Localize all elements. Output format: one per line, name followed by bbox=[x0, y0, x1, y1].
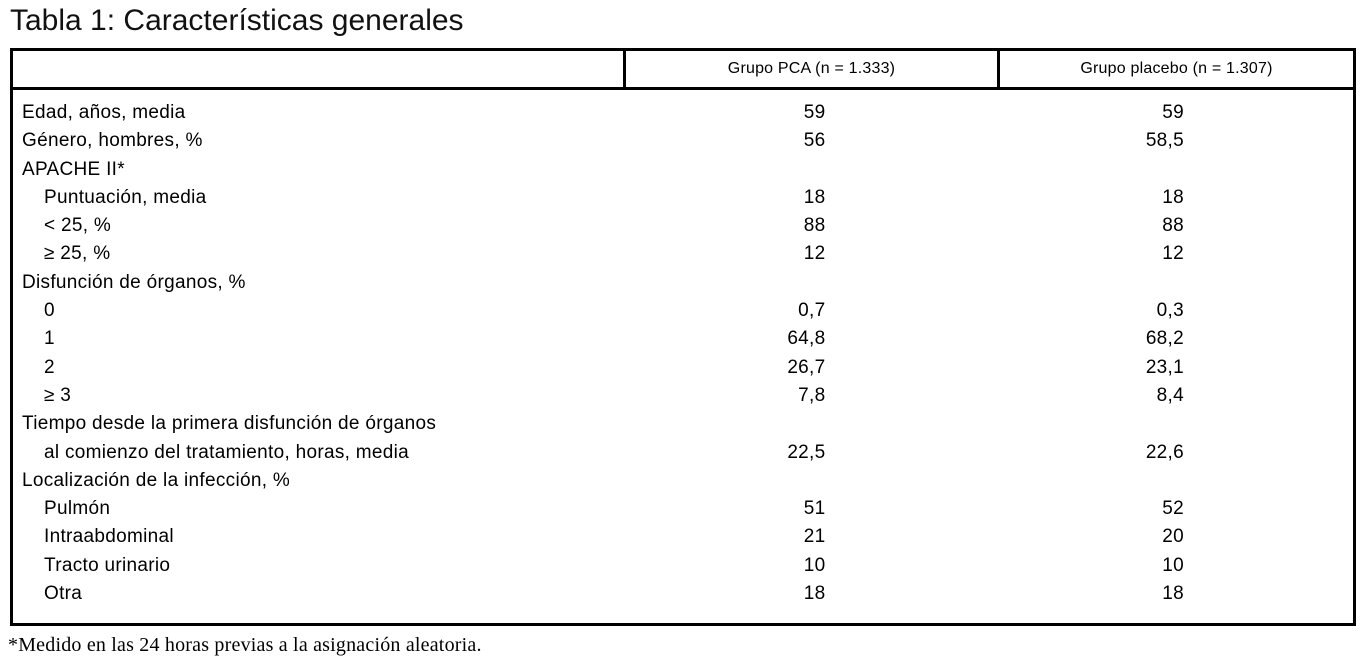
row-label: Género, hombres, % bbox=[22, 130, 203, 152]
row-label: 0 bbox=[44, 300, 55, 322]
table-row: Tiempo desde la primera disfunción de ór… bbox=[12, 410, 1355, 438]
placebo-value: 23,1 bbox=[1145, 356, 1184, 378]
placebo-value: 59 bbox=[1162, 102, 1184, 123]
row-label: Puntuación, media bbox=[44, 186, 207, 208]
placebo-value: 18 bbox=[1162, 583, 1184, 605]
table-row: < 25, % 88 88 bbox=[12, 212, 1355, 240]
placebo-value: 10 bbox=[1162, 554, 1184, 576]
row-label: 1 bbox=[44, 328, 55, 350]
pca-value: 0,7 bbox=[798, 300, 826, 322]
table-row: Disfunción de órganos, % bbox=[12, 269, 1355, 297]
table-row: Tracto urinario 10 10 bbox=[12, 552, 1355, 580]
row-label: Intraabdominal bbox=[44, 526, 174, 548]
pca-value bbox=[625, 269, 999, 297]
placebo-value: 12 bbox=[1162, 243, 1184, 265]
table-row: APACHE II* bbox=[12, 156, 1355, 184]
header-row: Grupo PCA (n = 1.333) Grupo placebo (n =… bbox=[11, 49, 1355, 90]
table-row: Edad, años, media 59 59 bbox=[12, 89, 1355, 128]
pca-value: 59 bbox=[803, 102, 826, 123]
pca-value: 88 bbox=[803, 215, 826, 237]
table-row: ≥ 25, % 12 12 bbox=[12, 240, 1355, 268]
row-label: ≥ 3 bbox=[44, 384, 72, 406]
placebo-value: 18 bbox=[1162, 186, 1184, 208]
placebo-value: 88 bbox=[1162, 215, 1184, 237]
table-row: Pulmón 51 52 bbox=[12, 495, 1355, 523]
placebo-value bbox=[999, 156, 1355, 184]
placebo-value: 68,2 bbox=[1145, 328, 1184, 350]
footnote: *Medido en las 24 horas previas a la asi… bbox=[8, 634, 482, 656]
table-row: ≥ 3 7,8 8,4 bbox=[12, 382, 1355, 410]
pca-value: 21 bbox=[803, 526, 826, 548]
row-label: < 25, % bbox=[44, 215, 112, 237]
placebo-value: 52 bbox=[1162, 498, 1184, 520]
row-label: al comienzo del tratamiento, horas, medi… bbox=[44, 441, 410, 463]
pca-value: 10 bbox=[803, 554, 826, 576]
pca-value: 64,8 bbox=[787, 328, 826, 350]
pca-value: 12 bbox=[803, 243, 826, 265]
placebo-value: 22,6 bbox=[1145, 441, 1184, 463]
pca-value: 51 bbox=[803, 498, 826, 520]
row-label: 2 bbox=[44, 356, 55, 378]
caracteristicas-generales-table: Grupo PCA (n = 1.333) Grupo placebo (n =… bbox=[10, 48, 1356, 627]
pca-value: 26,7 bbox=[787, 356, 826, 378]
row-label: Localización de la infección, % bbox=[22, 469, 291, 491]
row-label: Tracto urinario bbox=[44, 554, 171, 576]
table-body: Edad, años, media 59 59 Género, hombres, % 5… bbox=[12, 89, 1355, 625]
row-label: Pulmón bbox=[44, 498, 111, 520]
pca-value bbox=[625, 156, 999, 184]
table-row: 0 0,7 0,3 bbox=[12, 297, 1355, 325]
empty-header-cell bbox=[11, 49, 625, 90]
table-title: Tabla 1: Características generales bbox=[10, 4, 464, 37]
table-row: al comienzo del tratamiento, horas, medi… bbox=[12, 439, 1355, 467]
pca-value: 56 bbox=[803, 130, 826, 152]
row-label: ≥ 25, % bbox=[44, 243, 111, 265]
row-label: Otra bbox=[44, 583, 83, 605]
placebo-value bbox=[999, 467, 1355, 495]
table-row: 1 64,8 68,2 bbox=[12, 325, 1355, 353]
placebo-value bbox=[999, 410, 1355, 438]
table-row: Intraabdominal 21 20 bbox=[12, 523, 1355, 551]
row-label: Disfunción de órganos, % bbox=[22, 271, 246, 293]
pca-value: 7,8 bbox=[798, 384, 826, 406]
placebo-value: 8,4 bbox=[1156, 384, 1184, 406]
table-row: Localización de la infección, % bbox=[12, 467, 1355, 495]
table-row: Otra 18 18 bbox=[12, 580, 1355, 625]
row-label: Edad, años, media bbox=[22, 102, 186, 123]
table-row: Género, hombres, % 56 58,5 bbox=[12, 127, 1355, 155]
placebo-value bbox=[999, 269, 1355, 297]
placebo-value: 0,3 bbox=[1156, 300, 1184, 322]
pca-value: 22,5 bbox=[787, 441, 826, 463]
pca-value: 18 bbox=[803, 583, 826, 605]
column-header-grupo-pca: Grupo PCA (n = 1.333) bbox=[623, 49, 999, 90]
table-row: 2 26,7 23,1 bbox=[12, 354, 1355, 382]
pca-value: 18 bbox=[803, 186, 826, 208]
pca-value bbox=[625, 467, 999, 495]
placebo-value: 20 bbox=[1162, 526, 1184, 548]
pca-value bbox=[625, 410, 999, 438]
row-label: APACHE II* bbox=[22, 158, 125, 180]
column-header-grupo-placebo: Grupo placebo (n = 1.307) bbox=[997, 49, 1355, 90]
table-row: Puntuación, media 18 18 bbox=[12, 184, 1355, 212]
row-label: Tiempo desde la primera disfunción de ór… bbox=[22, 413, 437, 435]
placebo-value: 58,5 bbox=[1145, 130, 1184, 152]
